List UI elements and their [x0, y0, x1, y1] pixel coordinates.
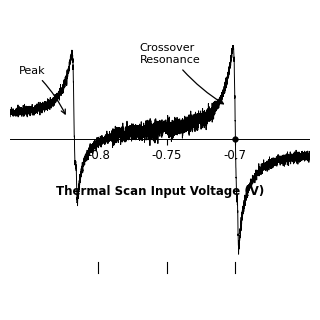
Text: Crossover
Resonance: Crossover Resonance [140, 44, 223, 104]
X-axis label: Thermal Scan Input Voltage (V): Thermal Scan Input Voltage (V) [56, 185, 264, 197]
Text: Peak: Peak [19, 66, 65, 114]
